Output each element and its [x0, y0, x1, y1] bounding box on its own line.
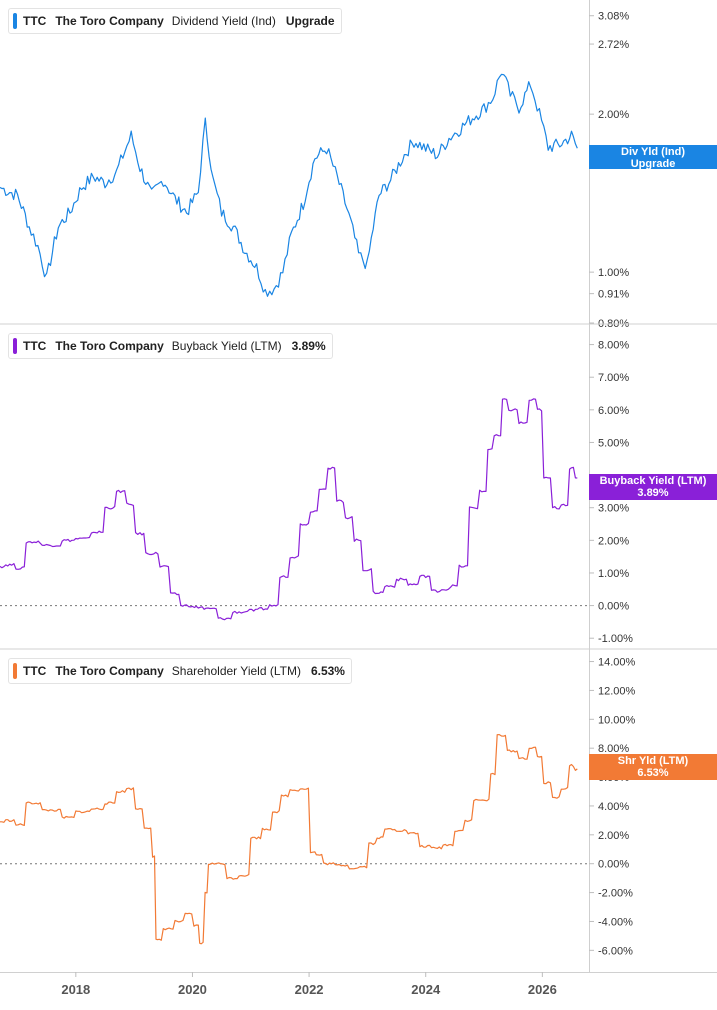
legend-value: 3.89%: [291, 339, 326, 353]
legend-metric: Shareholder Yield (LTM): [171, 664, 301, 678]
legend-value: 6.53%: [310, 664, 345, 678]
y-tick-label: -2.00%: [598, 888, 633, 900]
flag-value: 6.53%: [637, 767, 669, 779]
value-flag-dividend: Div Yld (Ind) Upgrade: [589, 145, 717, 170]
y-tick-label: 1.00%: [598, 267, 629, 279]
legend-shareholder-yield[interactable]: TTC The Toro Company Shareholder Yield (…: [8, 658, 352, 684]
y-tick-label: 2.00%: [598, 109, 629, 121]
legend-dividend-yield[interactable]: TTC The Toro Company Dividend Yield (Ind…: [8, 8, 342, 34]
y-tick-label: 8.00%: [598, 340, 629, 352]
y-tick-label: 1.00%: [598, 568, 629, 580]
y-tick-label: 3.00%: [598, 503, 629, 515]
value-flag-shareholder: Shr Yld (LTM) 6.53%: [589, 754, 717, 780]
legend-ticker: TTC: [23, 664, 47, 678]
flag-label: Shr Yld (LTM): [617, 755, 689, 767]
y-tick-label: 7.00%: [598, 372, 629, 384]
series-line-1: [0, 73, 578, 297]
legend-company: The Toro Company: [55, 14, 164, 28]
legend-swatch-dividend: [13, 13, 17, 29]
y-tick-label: 2.72%: [598, 39, 629, 51]
y-tick-label: 5.00%: [598, 437, 629, 449]
legend-buyback-yield[interactable]: TTC The Toro Company Buyback Yield (LTM)…: [8, 333, 333, 359]
y-tick-label: 0.00%: [598, 601, 629, 613]
y-tick-label: 8.00%: [598, 743, 629, 755]
legend-metric: Dividend Yield (Ind): [171, 14, 276, 28]
y-tick-label: -6.00%: [598, 945, 633, 957]
y-tick-label: 12.00%: [598, 685, 636, 697]
x-tick-label: 2020: [178, 982, 207, 997]
flag-label: Buyback Yield (LTM): [599, 475, 707, 487]
legend-ticker: TTC: [23, 339, 47, 353]
y-tick-label: 3.08%: [598, 11, 629, 23]
y-tick-label: 0.00%: [598, 859, 629, 871]
legend-metric: Buyback Yield (LTM): [171, 339, 282, 353]
legend-ticker: TTC: [23, 14, 47, 28]
x-tick-label: 2022: [295, 982, 324, 997]
value-flag-buyback: Buyback Yield (LTM) 3.89%: [589, 474, 717, 500]
y-tick-label: 0.91%: [598, 289, 629, 301]
series-line-2: [0, 398, 578, 621]
x-tick-label: 2024: [411, 982, 441, 997]
legend-company: The Toro Company: [55, 339, 164, 353]
y-tick-label: -1.00%: [598, 633, 633, 645]
x-tick-label: 2018: [61, 982, 90, 997]
legend-swatch-buyback: [13, 338, 17, 354]
y-tick-label: 6.00%: [598, 405, 629, 417]
y-tick-label: 2.00%: [598, 535, 629, 547]
y-tick-label: 4.00%: [598, 801, 629, 813]
x-tick-label: 2026: [528, 982, 557, 997]
legend-company: The Toro Company: [55, 664, 164, 678]
y-tick-label: 10.00%: [598, 714, 636, 726]
flag-value: Upgrade: [630, 158, 676, 170]
panel-3: 14.00%12.00%10.00%8.00%6.00%4.00%2.00%0.…: [0, 648, 717, 957]
y-tick-label: 14.00%: [598, 657, 636, 669]
y-tick-label: -4.00%: [598, 916, 633, 928]
panel-2: 8.00% 7.00% 6.00% 5.00% 3.00% 2.00% 1.00% 0.00%…: [0, 323, 717, 645]
legend-value: Upgrade: [285, 14, 335, 28]
panel-1: 3.08%2.72%2.00%1.00%0.91%0.80%: [0, 11, 629, 330]
legend-swatch-shareholder: [13, 663, 17, 679]
flag-value: 3.89%: [637, 487, 669, 499]
flag-label: Div Yld (Ind): [621, 146, 685, 158]
series-line-3: [0, 734, 578, 945]
y-tick-label: 2.00%: [598, 830, 629, 842]
